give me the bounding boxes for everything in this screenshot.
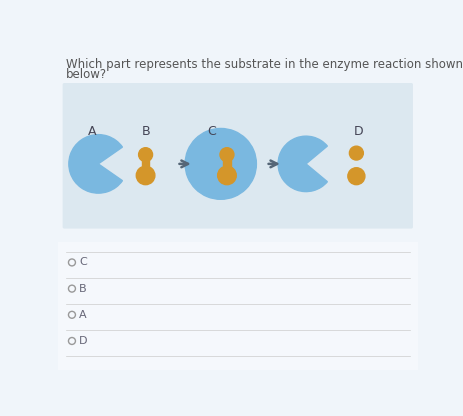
Wedge shape bbox=[277, 136, 327, 192]
Circle shape bbox=[219, 148, 233, 161]
Text: D: D bbox=[353, 125, 363, 139]
Circle shape bbox=[349, 146, 363, 160]
Wedge shape bbox=[69, 135, 122, 193]
FancyBboxPatch shape bbox=[58, 243, 417, 370]
Text: C: C bbox=[206, 125, 215, 139]
Text: A: A bbox=[79, 310, 87, 320]
Text: below?: below? bbox=[66, 68, 106, 82]
Text: D: D bbox=[79, 336, 87, 346]
Polygon shape bbox=[223, 159, 230, 170]
Wedge shape bbox=[185, 129, 256, 199]
FancyBboxPatch shape bbox=[63, 83, 412, 228]
Text: B: B bbox=[141, 125, 150, 139]
Text: C: C bbox=[79, 258, 87, 267]
Text: Which part represents the substrate in the enzyme reaction shown: Which part represents the substrate in t… bbox=[66, 58, 462, 71]
Polygon shape bbox=[141, 159, 149, 170]
Circle shape bbox=[347, 168, 364, 185]
Circle shape bbox=[217, 166, 236, 185]
Circle shape bbox=[136, 166, 155, 185]
Text: B: B bbox=[79, 284, 87, 294]
Text: A: A bbox=[87, 125, 96, 139]
Circle shape bbox=[138, 148, 152, 161]
